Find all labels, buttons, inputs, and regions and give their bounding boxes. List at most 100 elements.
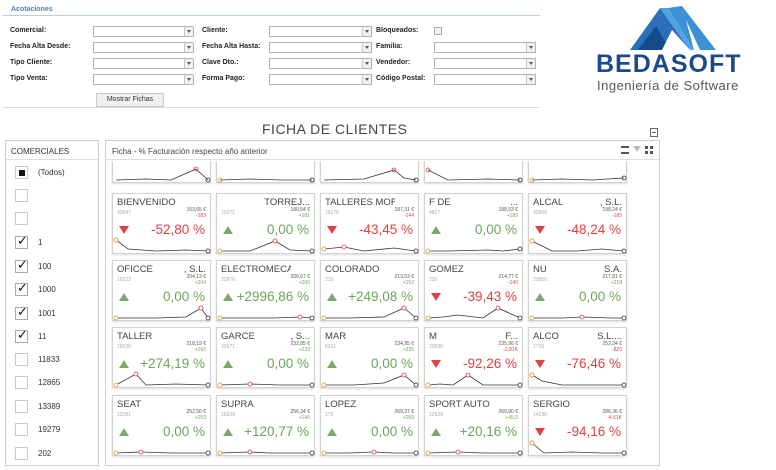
- client-code: 10372: [221, 210, 235, 216]
- client-name: OFICCE: [117, 264, 153, 275]
- comercial-checkbox[interactable]: [15, 400, 28, 413]
- card-partial[interactable]: [424, 161, 523, 183]
- chevron-down-icon[interactable]: [526, 75, 535, 84]
- fecha-alta-hasta-combo[interactable]: [269, 42, 372, 53]
- client-card[interactable]: M F... 23638 235,96 € -2,81K -92,26 %: [424, 327, 523, 388]
- client-name: SUPRA: [221, 399, 254, 410]
- comercial-checkbox[interactable]: [15, 189, 28, 202]
- comercial-checkbox[interactable]: [15, 212, 28, 225]
- comercial-item-label: 1001: [38, 309, 56, 318]
- comercial-checkbox[interactable]: [15, 353, 28, 366]
- chevron-down-icon[interactable]: [362, 59, 371, 68]
- client-card[interactable]: MAR 5311 234,95 € +235 0,00 %: [320, 327, 419, 388]
- card-partial[interactable]: [528, 161, 627, 183]
- client-code: 32671: [221, 344, 235, 350]
- comercial-item-label: 202: [38, 449, 52, 458]
- chevron-down-icon[interactable]: [184, 59, 193, 68]
- client-card[interactable]: ALCAL , S.L. 32869 198,24 € -185 -48,24 %: [528, 193, 627, 254]
- client-card[interactable]: OFICCE , S.L. 18222 204,13 € +204 0,00 %: [112, 260, 211, 321]
- clave-dto-combo[interactable]: [269, 58, 372, 69]
- comercial-checkbox[interactable]: [15, 423, 28, 436]
- client-percentage: 0,00 %: [370, 424, 413, 439]
- comercial-checkbox[interactable]: [15, 328, 28, 343]
- comercial-combo[interactable]: [93, 26, 194, 37]
- comercial-checkbox[interactable]: [15, 166, 28, 179]
- client-card[interactable]: BIENVENIDO 33547 163,65 € -183 -52,80 %: [112, 193, 211, 254]
- ficha-header: Ficha - % Facturación respecto año anter…: [106, 141, 659, 160]
- chevron-down-icon[interactable]: [184, 27, 193, 36]
- chevron-down-icon[interactable]: [362, 43, 371, 52]
- chevron-down-icon[interactable]: [362, 75, 371, 84]
- fecha-alta-desde-combo[interactable]: [93, 42, 194, 53]
- client-delta: +204: [194, 280, 206, 286]
- comercial-checkbox[interactable]: [15, 281, 28, 296]
- client-amount: 180,54 €: [290, 207, 310, 213]
- codigo-postal-label: Código Postal:: [376, 75, 426, 82]
- filter-icon[interactable]: [632, 146, 641, 154]
- vendedor-label: Vendedor:: [376, 59, 411, 66]
- client-percentage: -76,46 %: [566, 356, 621, 371]
- client-delta: -4,61K: [607, 415, 622, 421]
- vendedor-combo[interactable]: [434, 58, 536, 69]
- chevron-down-icon[interactable]: [184, 75, 193, 84]
- layers-icon[interactable]: [620, 146, 629, 154]
- ficha-panel: Ficha - % Facturación respecto año anter…: [105, 140, 660, 466]
- forma-pago-combo[interactable]: [269, 74, 372, 85]
- comercial-item-label: 1: [38, 238, 43, 247]
- sparkline: [529, 440, 627, 456]
- export-icon[interactable]: [650, 128, 658, 137]
- client-card[interactable]: TALLER 19626 218,19 € +160 +274,19 %: [112, 327, 211, 388]
- client-card[interactable]: GOMEZ 230 214,77 € -140 -39,43 %: [424, 260, 523, 321]
- chevron-down-icon[interactable]: [526, 59, 535, 68]
- card-partial[interactable]: [112, 161, 211, 183]
- client-delta: +160: [194, 347, 206, 353]
- tipo-cliente-combo[interactable]: [93, 58, 194, 69]
- filters-title: Acotaciones: [11, 6, 53, 13]
- grid-icon[interactable]: [645, 146, 653, 154]
- ficha-toolbar: [619, 146, 653, 154]
- familia-combo[interactable]: [434, 42, 536, 53]
- logo-wordmark: BEDASOFT: [596, 50, 742, 78]
- client-card[interactable]: TORREJ... 10372 180,54 € +181 0,00 %: [216, 193, 315, 254]
- comercial-checkbox[interactable]: [15, 447, 28, 460]
- client-card[interactable]: SUPRA 26329 256,34 € +140 +120,77 %: [216, 395, 315, 456]
- client-card[interactable]: SERGIO 14236 286,36 € -4,61K -94,16 %: [528, 395, 627, 456]
- card-partial[interactable]: [320, 161, 419, 183]
- chevron-down-icon[interactable]: [526, 43, 535, 52]
- sparkline: [321, 449, 419, 456]
- forma-pago-label: Forma Pago:: [202, 75, 245, 82]
- client-card[interactable]: ALCO S.L.... 1739 252,34 € -820 -76,46 %: [528, 327, 627, 388]
- client-card[interactable]: F DE... 4837 188,53 € +189 0,00 %: [424, 193, 523, 254]
- client-card[interactable]: LOPEZ 275 269,37 € +269 0,00 %: [320, 395, 419, 456]
- comercial-checkbox[interactable]: [15, 258, 28, 273]
- sparkline: [529, 175, 627, 183]
- comercial-checkbox[interactable]: [15, 234, 28, 249]
- bloqueados-checkbox[interactable]: [434, 27, 442, 35]
- card-partial[interactable]: [216, 161, 315, 183]
- fecha-alta-desde-label: Fecha Alta Desde:: [10, 43, 71, 50]
- client-card[interactable]: TALLERES MORAL... 19176 187,31 €-144 -43,45…: [320, 193, 419, 254]
- client-card[interactable]: SEAT 23281 252,50 € +253 0,00 %: [112, 395, 211, 456]
- client-percentage: 0,00 %: [162, 289, 205, 304]
- client-card[interactable]: SPORT AUTO 22929 269,90 € +45,5 +20,16 %: [424, 395, 523, 456]
- comercial-checkbox[interactable]: [15, 376, 28, 389]
- comercial-item-label: 1000: [38, 285, 56, 294]
- client-card[interactable]: GARCE , S... 32671 232,85 € +233 0,00 %: [216, 327, 315, 388]
- client-card[interactable]: NU S.A. 23850 217,81 € +218 0,00 %: [528, 260, 627, 321]
- chevron-down-icon[interactable]: [184, 43, 193, 52]
- cliente-combo[interactable]: [269, 26, 372, 37]
- mostrar-fichas-button[interactable]: Mostrar Fichas: [96, 93, 164, 107]
- client-name: LOPEZ: [325, 399, 357, 410]
- tipo-venta-combo[interactable]: [93, 74, 194, 85]
- client-percentage: -92,26 %: [462, 356, 517, 371]
- chevron-down-icon[interactable]: [362, 27, 371, 36]
- client-code: 18222: [117, 277, 131, 283]
- comercial-checkbox[interactable]: [15, 305, 28, 320]
- ficha-cards-area[interactable]: BIENVENIDO 33547 163,65 € -183 -52,80 % TORRE…: [106, 161, 659, 465]
- client-card[interactable]: ELECTROMECANI... 32876 206,67 €+200 +2996,8…: [216, 260, 315, 321]
- familia-label: Familia:: [376, 43, 403, 50]
- client-code: 219: [325, 277, 334, 283]
- client-card[interactable]: COLORADO 219 213,53 € +152 +249,08 %: [320, 260, 419, 321]
- arrow-up-icon: [327, 293, 337, 301]
- codigo-postal-combo[interactable]: [434, 74, 536, 85]
